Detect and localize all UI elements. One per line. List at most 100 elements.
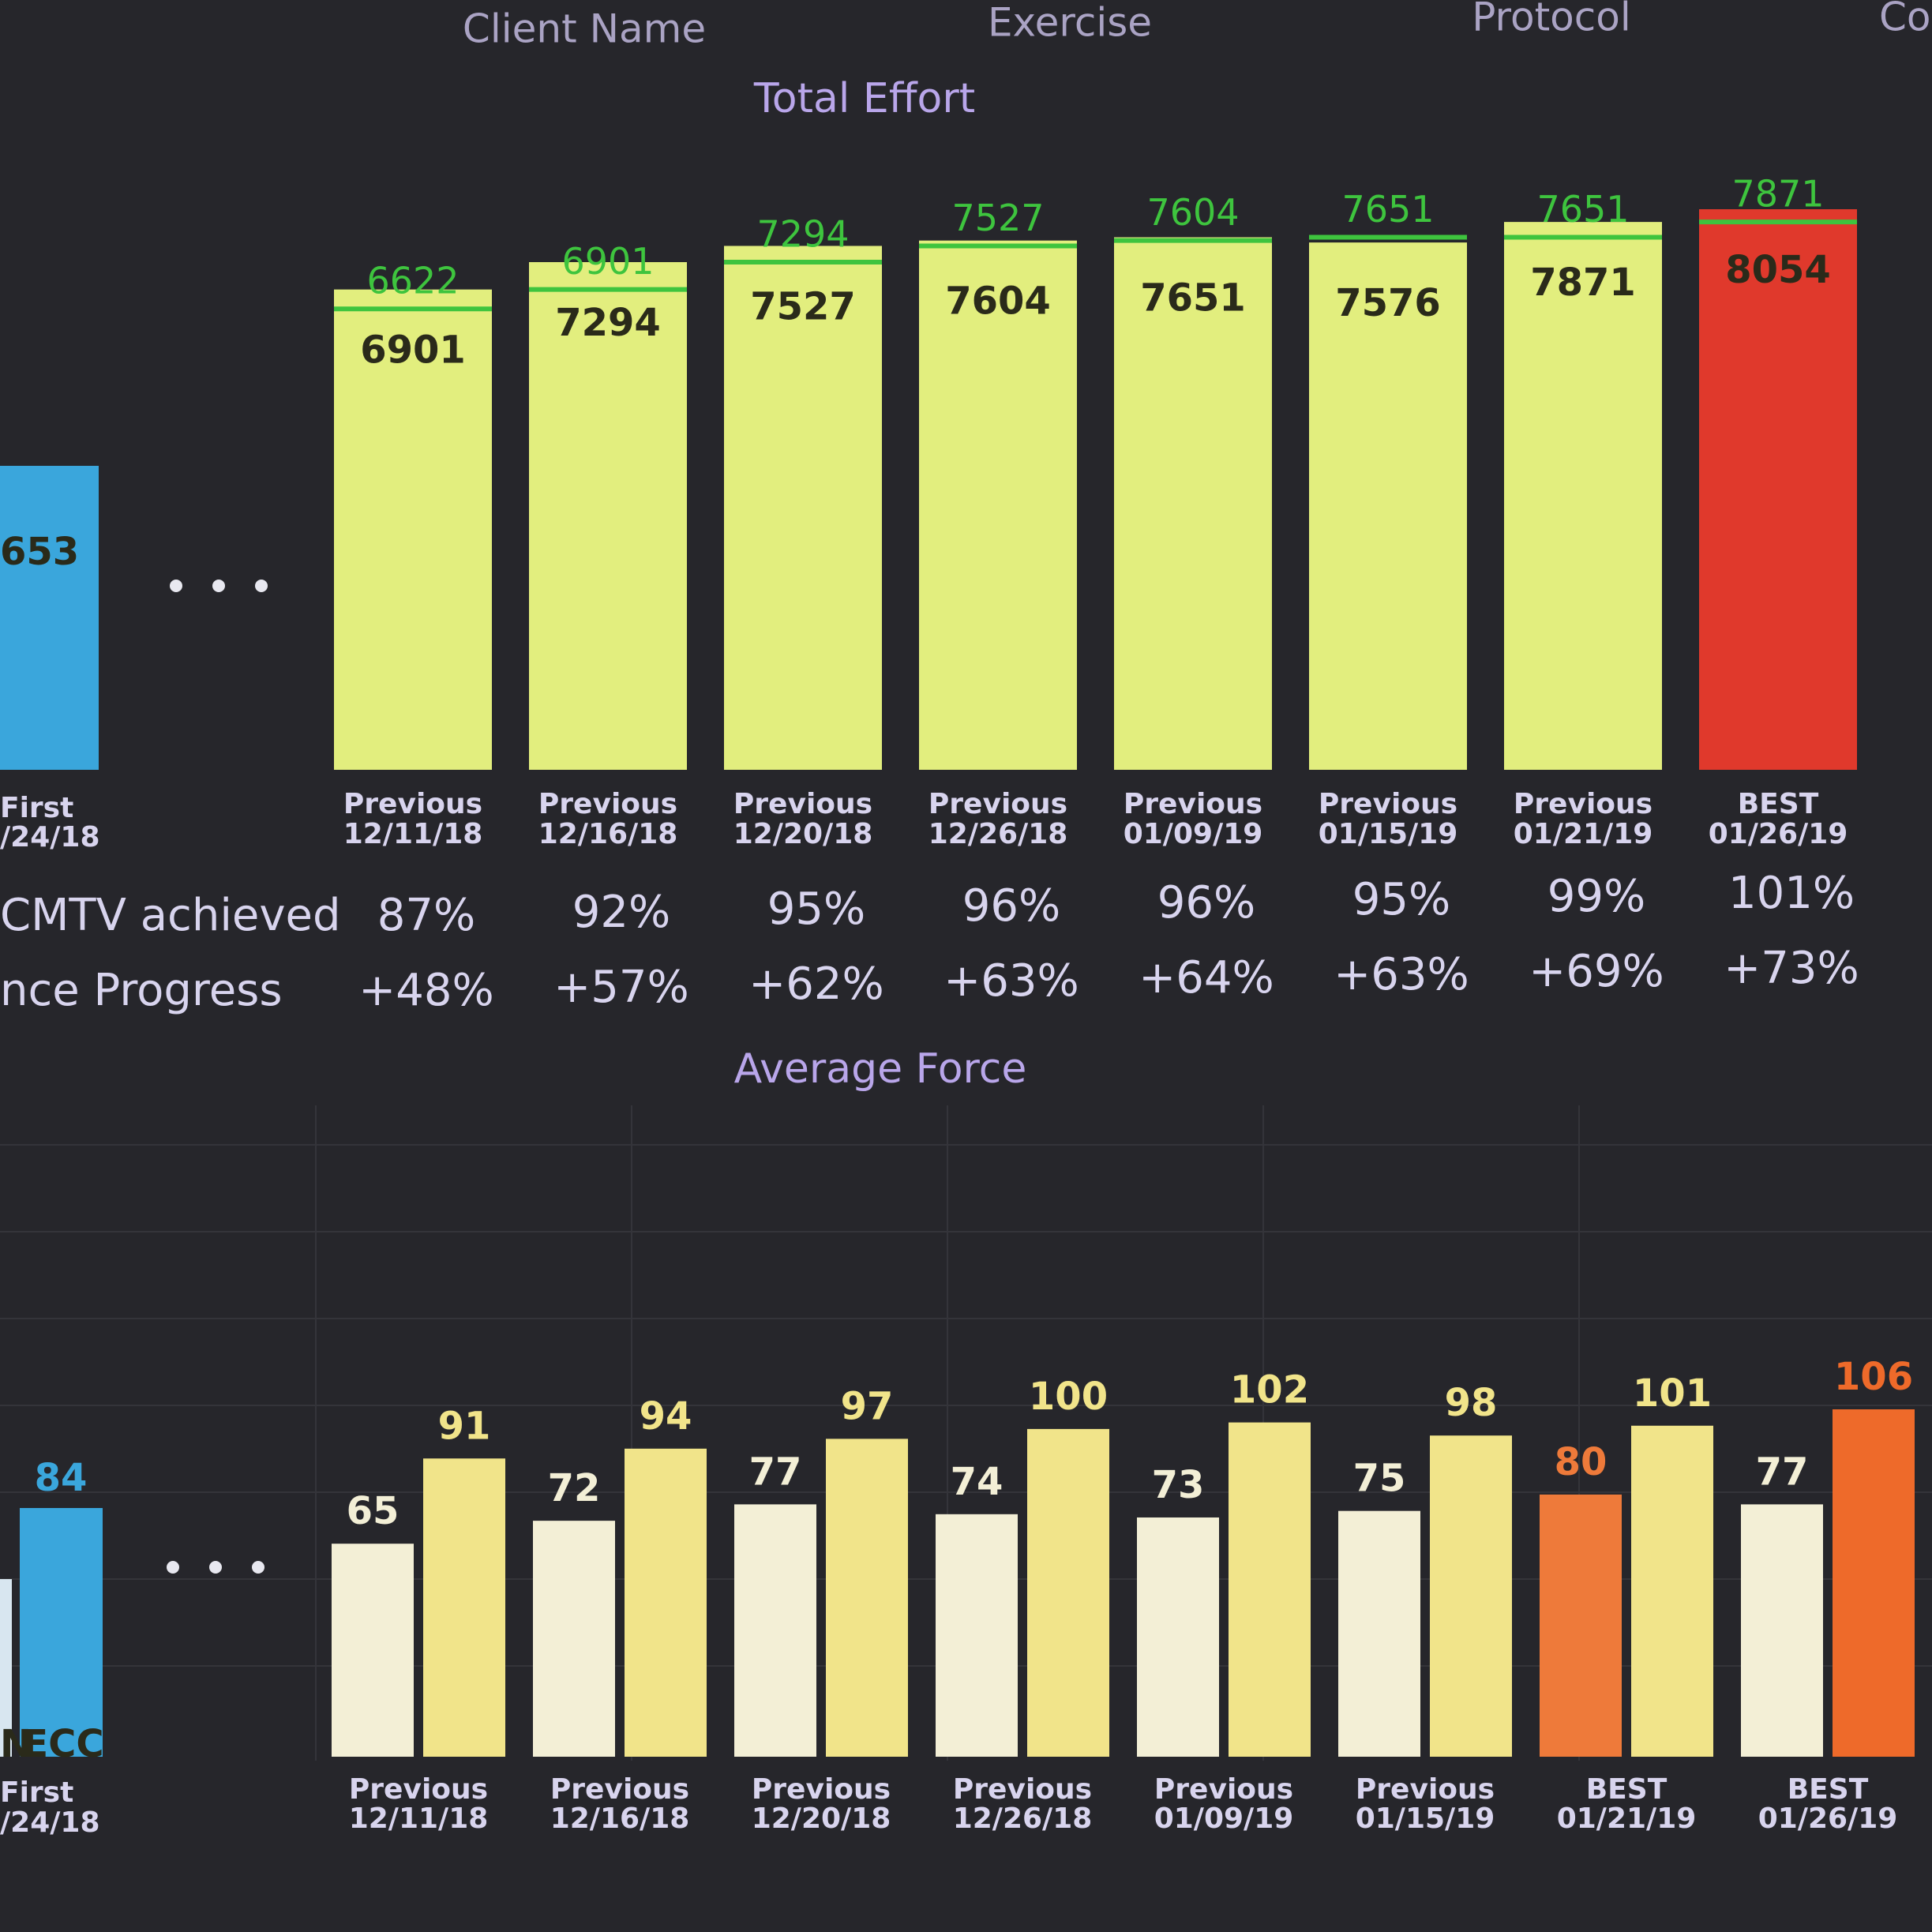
reference-label: 6622 xyxy=(366,260,459,302)
reference-label: 7527 xyxy=(951,197,1044,239)
header-column[interactable]: Co xyxy=(1879,0,1931,40)
bar xyxy=(1229,1422,1311,1757)
bar xyxy=(1137,1517,1219,1757)
bar-value-label: 7871 xyxy=(1530,261,1636,305)
bar xyxy=(334,289,492,770)
bar-value-label: 74 xyxy=(951,1460,1004,1504)
bar-stub xyxy=(20,1508,103,1757)
x-tick-label: Previous xyxy=(343,788,482,820)
bar-value-label: 97 xyxy=(841,1384,894,1428)
x-tick-label: 01/09/19 xyxy=(1124,818,1263,850)
row-cell: +62% xyxy=(748,958,883,1010)
row-label: CMTV achieved xyxy=(0,890,340,941)
bar-value-label: 8054 xyxy=(1725,248,1831,292)
row-cell: +73% xyxy=(1724,943,1859,994)
x-tick-label: 01/15/19 xyxy=(1319,818,1458,850)
x-tick-label: 12/11/18 xyxy=(343,818,483,850)
x-tick-label: Previous xyxy=(1124,788,1262,820)
row-cell: 101% xyxy=(1728,868,1855,919)
row-label: nce Progress xyxy=(0,965,283,1016)
header-column[interactable]: Protocol xyxy=(1472,0,1631,40)
x-tick-label: Previous xyxy=(752,1773,891,1806)
row-cell: +57% xyxy=(553,962,688,1013)
bar xyxy=(1430,1435,1512,1757)
x-tick-label: 12/26/18 xyxy=(928,818,1068,850)
row-cell: +63% xyxy=(943,955,1079,1007)
x-tick-label: 12/26/18 xyxy=(953,1803,1093,1835)
bar-value-label: 106 xyxy=(1834,1355,1913,1399)
x-tick-label: 01/26/19 xyxy=(1709,818,1848,850)
bar xyxy=(1631,1425,1713,1757)
bar-value-label: 7604 xyxy=(945,279,1051,324)
row-cell: 99% xyxy=(1547,871,1645,922)
bar-value-label: 7294 xyxy=(555,301,661,345)
reference-label: 7294 xyxy=(756,212,849,255)
reference-label: 7651 xyxy=(1341,188,1434,231)
x-tick-label: 12/16/18 xyxy=(550,1803,690,1835)
bar xyxy=(423,1458,505,1757)
header-column[interactable]: Exercise xyxy=(988,0,1152,46)
x-tick-label: /24/18 xyxy=(0,821,100,853)
x-tick-label: 12/16/18 xyxy=(538,818,678,850)
x-tick-label: 01/15/19 xyxy=(1356,1803,1495,1835)
bar-value-label: 77 xyxy=(749,1450,802,1494)
bar xyxy=(826,1439,908,1757)
bar-value-label: 7527 xyxy=(750,284,856,328)
row-cell: +63% xyxy=(1334,949,1469,1000)
reference-label: 7871 xyxy=(1731,173,1824,216)
x-tick-label: 01/21/19 xyxy=(1557,1803,1697,1835)
chart-title: Total Effort xyxy=(753,75,975,122)
bar-value-label: 65 xyxy=(347,1489,400,1533)
x-tick-label: 01/09/19 xyxy=(1154,1803,1294,1835)
x-tick-label: BEST xyxy=(1586,1773,1668,1806)
bar xyxy=(1114,237,1272,770)
x-tick-label: First xyxy=(0,792,73,824)
bar xyxy=(332,1544,414,1757)
x-tick-label: Previous xyxy=(1154,1773,1293,1806)
bar xyxy=(625,1448,707,1757)
row-cell: +64% xyxy=(1139,952,1274,1004)
bar-value-label: 7651 xyxy=(1140,276,1246,321)
row-cell: 96% xyxy=(962,880,1060,932)
bar xyxy=(1027,1428,1109,1757)
row-cell: +48% xyxy=(358,965,493,1016)
bar xyxy=(1309,242,1467,770)
bar-value-label: 101 xyxy=(1633,1371,1712,1416)
bar xyxy=(936,1514,1018,1757)
bar-value-label: 73 xyxy=(1152,1463,1205,1507)
bar-value-label: 77 xyxy=(1756,1450,1809,1494)
x-tick-label: Previous xyxy=(928,788,1067,820)
row-cell: 87% xyxy=(377,890,475,941)
bar-value-label: 98 xyxy=(1445,1381,1498,1425)
reference-label: 7604 xyxy=(1146,191,1239,234)
reference-label: 6901 xyxy=(561,240,654,283)
bar-tag: ECC xyxy=(22,1722,103,1766)
bar-value-label: 94 xyxy=(640,1394,692,1439)
bar-value-label: 75 xyxy=(1353,1457,1406,1501)
bar-stub xyxy=(0,466,99,770)
header-column[interactable]: Client Name xyxy=(463,6,706,52)
row-cell: 95% xyxy=(767,883,865,935)
bar xyxy=(1504,222,1662,771)
ellipsis xyxy=(167,580,268,1574)
bar xyxy=(919,240,1077,770)
bar xyxy=(734,1504,816,1757)
x-tick-label: BEST xyxy=(1788,1773,1869,1806)
x-tick-label: Previous xyxy=(349,1773,488,1806)
bar-stub xyxy=(0,1579,12,1757)
bar xyxy=(1833,1409,1915,1757)
bar xyxy=(1699,209,1857,770)
x-tick-label: Previous xyxy=(550,1773,689,1806)
x-tick-label: First xyxy=(0,1776,73,1809)
row-cell: 96% xyxy=(1157,877,1255,928)
bar-value-label: 72 xyxy=(548,1466,601,1510)
bar xyxy=(533,1521,615,1757)
bar-value-label: 100 xyxy=(1029,1375,1108,1419)
bar xyxy=(1741,1504,1823,1757)
bar-value-label: 91 xyxy=(438,1404,491,1448)
bar xyxy=(724,246,882,771)
chart-title: Average Force xyxy=(734,1045,1027,1093)
x-tick-label: Previous xyxy=(1514,788,1653,820)
bar-value-label: 80 xyxy=(1555,1440,1607,1484)
